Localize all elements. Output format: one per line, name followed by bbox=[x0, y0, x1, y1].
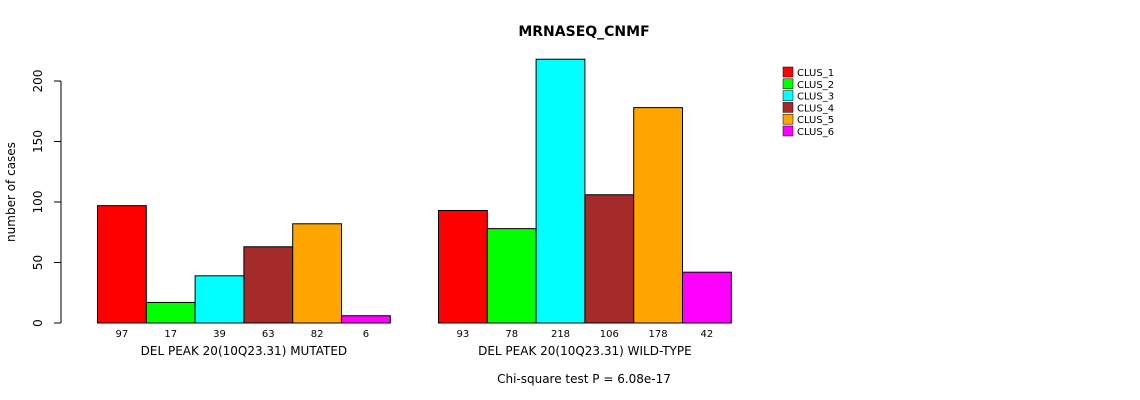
bar-value-label: 42 bbox=[701, 329, 714, 340]
bar-value-label: 106 bbox=[600, 329, 619, 340]
bar-value-label: 93 bbox=[457, 329, 470, 340]
bar-value-label: 82 bbox=[311, 329, 324, 340]
y-axis: 0 50 100 150 200 bbox=[31, 70, 62, 327]
y-tick-label: 50 bbox=[31, 255, 45, 270]
bar-clus-1 bbox=[97, 205, 147, 324]
bar-clus-3 bbox=[194, 275, 245, 324]
legend-label: CLUS_1 bbox=[797, 68, 834, 79]
y-tick-label: 150 bbox=[31, 130, 45, 153]
legend-label: CLUS_4 bbox=[797, 103, 834, 114]
y-tick-label: 0 bbox=[31, 319, 45, 327]
y-axis-label: number of cases bbox=[4, 142, 18, 242]
bar-clus-2 bbox=[145, 301, 196, 324]
bar-clus-6 bbox=[682, 271, 732, 324]
legend-swatch bbox=[782, 90, 794, 101]
bar-value-label: 218 bbox=[551, 329, 570, 340]
legend-swatch bbox=[782, 102, 794, 113]
bar-clus-5 bbox=[292, 223, 343, 324]
legend-swatch bbox=[782, 125, 794, 137]
group-label: DEL PEAK 20(10Q23.31) MUTATED bbox=[141, 344, 348, 358]
bar-value-label: 178 bbox=[649, 329, 668, 340]
legend-label: CLUS_3 bbox=[797, 92, 834, 103]
legend-label: CLUS_6 bbox=[797, 127, 834, 138]
bar-clus-1 bbox=[438, 209, 488, 324]
group-label: DEL PEAK 20(10Q23.31) WILD-TYPE bbox=[478, 344, 692, 358]
bar-clus-4 bbox=[584, 194, 635, 324]
bar-clus-2 bbox=[486, 228, 537, 324]
y-tick-label: 100 bbox=[31, 191, 45, 214]
legend-label: CLUS_5 bbox=[797, 115, 834, 126]
legend-swatch bbox=[782, 66, 794, 78]
bar-value-label: 17 bbox=[164, 329, 177, 340]
bar-clus-3 bbox=[535, 58, 586, 324]
bar-value-label: 6 bbox=[363, 329, 369, 340]
legend-swatch bbox=[782, 78, 794, 90]
bar-clus-5 bbox=[633, 107, 684, 324]
bar-clus-6 bbox=[341, 315, 391, 324]
legend-swatch bbox=[782, 113, 794, 125]
chi-square-footnote: Chi-square test P = 6.08e-17 bbox=[497, 372, 671, 386]
chart-title: MRNASEQ_CNMF bbox=[518, 24, 649, 40]
bar-value-label: 97 bbox=[116, 329, 129, 340]
bar-value-label: 39 bbox=[213, 329, 226, 340]
bars bbox=[97, 58, 732, 324]
bar-value-labels: 97 17 39 63 82 6 93 78 218 106 178 42 bbox=[116, 329, 714, 340]
group-labels: DEL PEAK 20(10Q23.31) MUTATED DEL PEAK 20… bbox=[141, 344, 692, 358]
y-tick-label: 200 bbox=[31, 70, 45, 93]
bar-value-label: 63 bbox=[262, 329, 275, 340]
bar-clus-4 bbox=[243, 246, 294, 324]
legend-label: CLUS_2 bbox=[797, 80, 834, 91]
bar-value-label: 78 bbox=[505, 329, 518, 340]
